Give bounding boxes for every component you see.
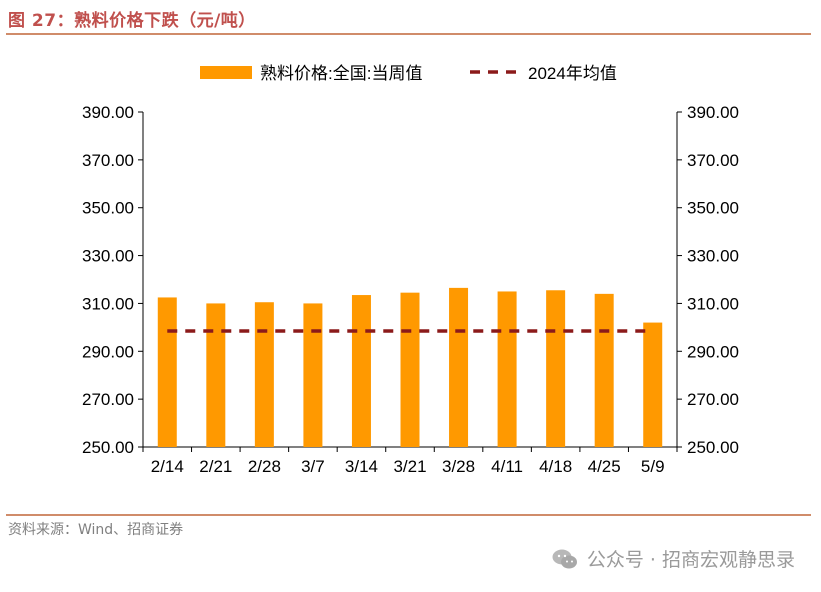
- bar: [400, 292, 420, 447]
- y-tick-label-right: 270.00: [687, 390, 739, 409]
- legend-swatch-bar: [200, 66, 252, 79]
- x-tick-label: 3/14: [345, 457, 378, 476]
- x-tick-label: 2/28: [248, 457, 281, 476]
- bar-series: [157, 287, 663, 447]
- bar: [157, 297, 177, 447]
- x-tick-label: 3/21: [393, 457, 426, 476]
- source-rule: [6, 514, 811, 516]
- y-tick-label-right: 290.00: [687, 342, 739, 361]
- x-tick-label: 2/14: [151, 457, 184, 476]
- y-tick-label-right: 370.00: [687, 151, 739, 170]
- y-tick-label-right: 330.00: [687, 247, 739, 266]
- x-tick-labels: 2/14 2/21 2/28 3/7 3/14 3/21 3/28 4/11 4/18 4/25 5…: [142, 447, 678, 476]
- watermark: 公众号 · 招商宏观静思录: [551, 545, 795, 572]
- y-tick-label-left: 370.00: [82, 151, 134, 170]
- bar: [206, 303, 226, 447]
- bar: [594, 293, 614, 447]
- bar: [643, 322, 663, 447]
- y-tick-label-right: 390.00: [687, 103, 739, 122]
- y-tick-label-left: 390.00: [82, 103, 134, 122]
- bar: [351, 295, 371, 447]
- y-tick-label-right: 250.00: [687, 438, 739, 457]
- bar: [254, 302, 274, 447]
- legend-label-line: 2024年均值: [528, 64, 617, 83]
- bar: [449, 287, 469, 447]
- y-tick-label-left: 350.00: [82, 199, 134, 218]
- y-tick-label-right: 310.00: [687, 294, 739, 313]
- bar: [303, 303, 323, 447]
- y-tick-label-left: 330.00: [82, 247, 134, 266]
- title-rule: [6, 33, 811, 35]
- source-note: 资料来源：Wind、招商证券: [8, 522, 184, 538]
- bar: [497, 291, 517, 447]
- x-tick-label: 4/25: [588, 457, 621, 476]
- y-tick-label-left: 270.00: [82, 390, 134, 409]
- legend-label-bar: 熟料价格:全国:当周值: [260, 63, 422, 83]
- chart-axes: 250.00 250.00 270.00 270.00 290.00 290.00 310.…: [82, 103, 739, 457]
- figure-title: 图 27：熟料价格下跌（元/吨）: [8, 11, 256, 31]
- x-tick-label: 5/9: [641, 457, 665, 476]
- price-chart: 熟料价格:全国:当周值 2024年均值 250.00 250.00 270.00 270…: [82, 63, 739, 476]
- chart-legend: 熟料价格:全国:当周值 2024年均值: [200, 63, 617, 83]
- x-tick-label: 4/18: [539, 457, 572, 476]
- y-tick-label-left: 250.00: [82, 438, 134, 457]
- x-tick-label: 3/28: [442, 457, 475, 476]
- wechat-icon: [552, 549, 577, 568]
- x-tick-label: 3/7: [301, 457, 325, 476]
- watermark-text: 公众号 · 招商宏观静思录: [586, 549, 795, 571]
- y-tick-label-left: 290.00: [82, 342, 134, 361]
- x-tick-label: 4/11: [491, 457, 523, 476]
- y-tick-label-left: 310.00: [82, 294, 134, 313]
- bar: [546, 290, 566, 447]
- y-tick-label-right: 350.00: [687, 199, 739, 218]
- x-tick-label: 2/21: [199, 457, 232, 476]
